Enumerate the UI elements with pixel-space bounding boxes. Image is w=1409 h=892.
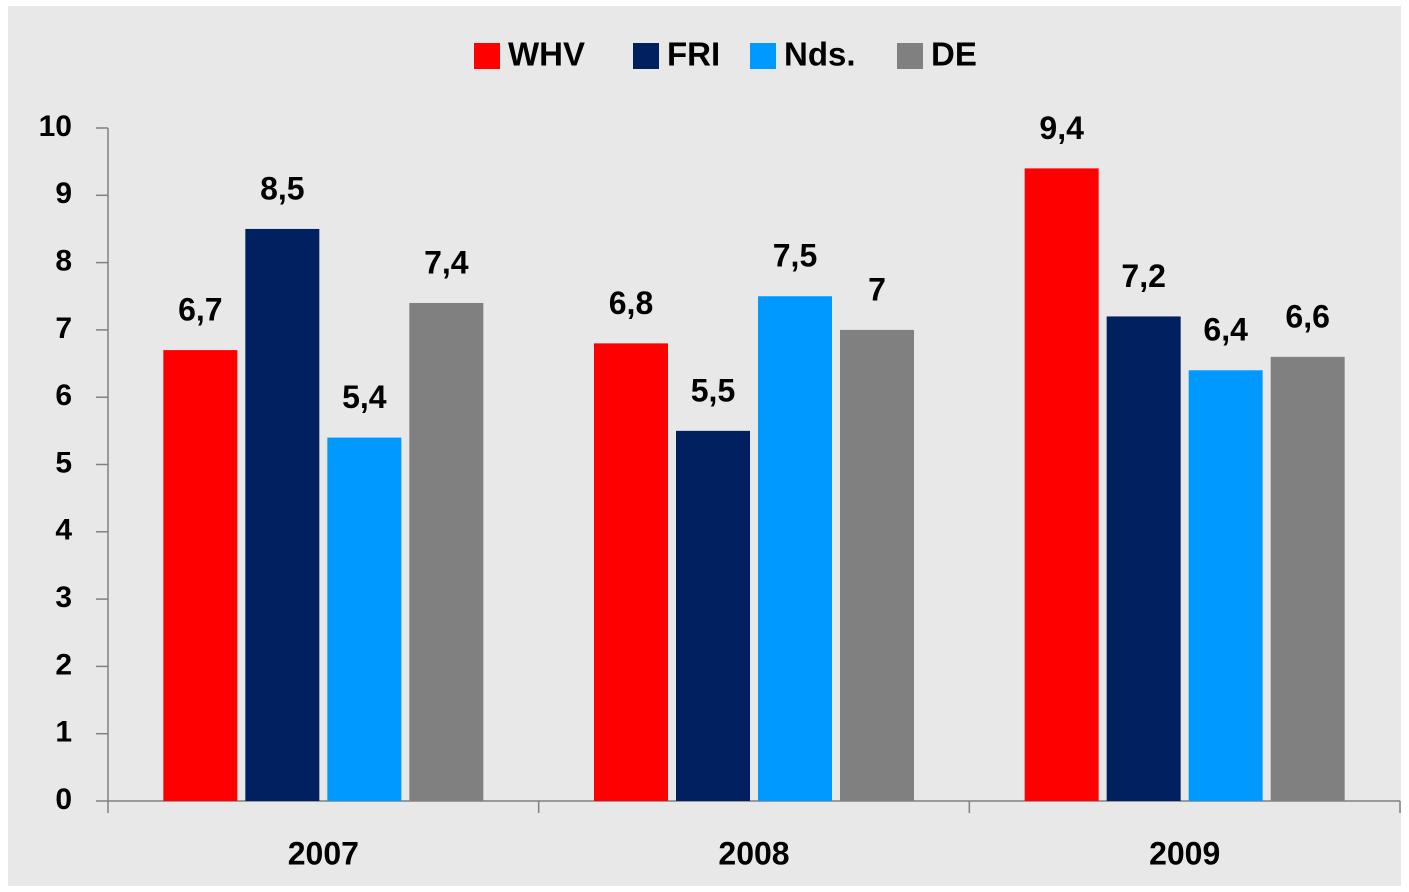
bar (840, 329, 914, 801)
legend-swatch (474, 43, 500, 69)
bar (1270, 356, 1345, 801)
data-label: 6,6 (1285, 298, 1329, 334)
y-tick-label: 0 (55, 783, 72, 816)
y-tick-label: 10 (39, 110, 72, 143)
data-label: 7,5 (773, 238, 817, 274)
x-tick-label: 2008 (718, 835, 789, 871)
y-tick-label: 3 (55, 581, 72, 614)
data-label: 5,5 (691, 372, 735, 408)
y-tick-label: 1 (55, 716, 72, 749)
y-tick-label: 9 (55, 177, 72, 210)
legend-swatch (633, 43, 659, 69)
bar (1024, 168, 1099, 801)
data-label: 7,4 (424, 244, 469, 280)
data-label: 5,4 (342, 379, 387, 415)
y-tick-label: 8 (55, 245, 72, 278)
legend-swatch (897, 43, 923, 69)
data-label: 6,4 (1203, 312, 1248, 348)
bar (758, 296, 832, 801)
legend-label: DE (931, 36, 977, 73)
bar (594, 343, 668, 801)
legend-label: WHV (508, 36, 585, 73)
y-tick-label: 7 (55, 312, 72, 345)
data-label: 9,4 (1039, 110, 1084, 146)
y-tick-label: 2 (55, 648, 72, 681)
y-tick-label: 4 (55, 514, 72, 547)
bar (163, 350, 238, 801)
bar (1106, 316, 1181, 801)
data-label: 7 (868, 271, 886, 307)
data-label: 7,2 (1121, 258, 1165, 294)
bar (409, 302, 484, 801)
legend-label: FRI (667, 36, 720, 73)
data-label: 6,8 (609, 285, 653, 321)
bar (245, 228, 320, 801)
x-tick-label: 2009 (1149, 835, 1220, 871)
x-tick-label: 2007 (288, 835, 359, 871)
y-tick-label: 6 (55, 379, 72, 412)
legend-label: Nds. (784, 36, 856, 73)
data-label: 6,7 (178, 292, 222, 328)
bar (327, 437, 402, 801)
data-label: 8,5 (260, 170, 304, 206)
bar (1188, 370, 1263, 801)
legend-swatch (750, 43, 776, 69)
bar (676, 430, 750, 801)
y-tick-label: 5 (55, 446, 72, 479)
